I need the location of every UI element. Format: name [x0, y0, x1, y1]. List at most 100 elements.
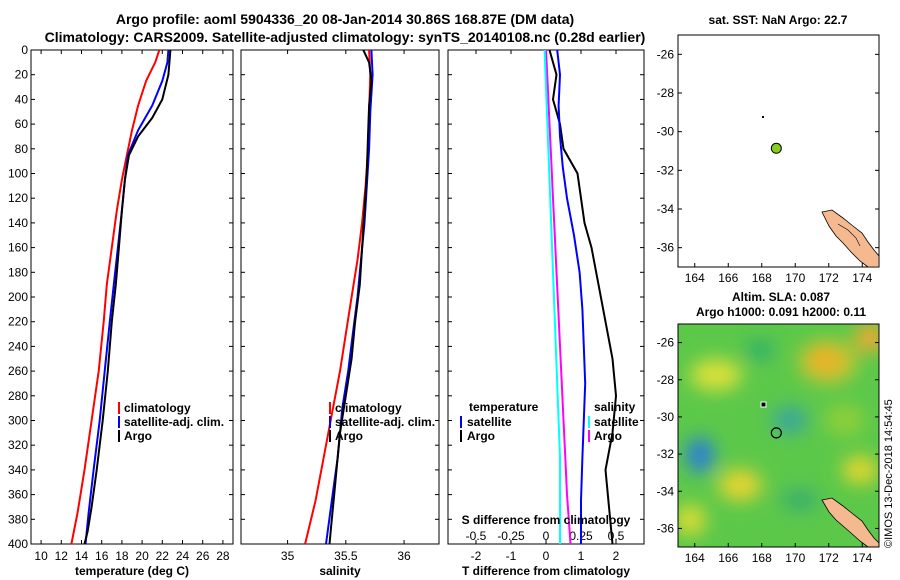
series-t-satellite [545, 50, 572, 544]
difference-axes-frame [447, 49, 645, 545]
sla-high-blob [690, 359, 742, 391]
y-tick-label: 360 [8, 488, 28, 502]
y-tick-label: -26 [657, 47, 675, 61]
s-tick-label: 0 [543, 529, 550, 543]
sla-map-title-line2: Argo h1000: 0.091 h2000: 0.11 [696, 305, 866, 319]
temperature-ticks: 0 20 40 60 80 100 120 140 160 180 200 220 240 260 280 3… [8, 43, 233, 563]
sla-heatmap [678, 324, 879, 547]
x-tick-label: 164 [685, 551, 705, 565]
sst-map-title: sat. SST: NaN Argo: 22.7 [709, 13, 848, 27]
y-tick-label: 320 [8, 438, 28, 452]
x-tick-label: 36 [397, 549, 411, 563]
legend-satellite-adj: satellite-adj. clim. [124, 415, 224, 429]
s-tick-label: -0.5 [466, 529, 487, 543]
y-tick-label: -34 [657, 202, 675, 216]
series-climatology [70, 50, 161, 544]
y-tick-label: 100 [8, 167, 28, 181]
x-tick-label: 164 [685, 271, 705, 285]
australia-coast-shape [821, 209, 879, 267]
x-tick-label: 35 [281, 549, 295, 563]
y-tick-label: 0 [21, 43, 28, 57]
x-tick-label: 0 [543, 549, 550, 563]
legend-s-argo: Argo [594, 429, 622, 443]
x-tick-label: 22 [156, 549, 170, 563]
series-argo [83, 50, 172, 544]
difference-series-layer [543, 50, 618, 544]
sla-low-blob [686, 437, 714, 473]
y-tick-label: 260 [8, 364, 28, 378]
argo-position-marker [770, 427, 782, 439]
sst-map-coast [821, 209, 879, 267]
temperature-legend: climatology satellite-adj. clim. Argo [118, 401, 224, 443]
x-tick-label: 28 [216, 549, 230, 563]
x-tick-label: 172 [819, 551, 839, 565]
legend-argo: Argo [335, 429, 363, 443]
salinity-series-layer [304, 50, 374, 544]
series-s-argo [556, 50, 587, 544]
s-tick-label: -0.25 [497, 529, 525, 543]
x-tick-label: 174 [852, 551, 872, 565]
sla-high-blob [718, 469, 762, 501]
temperature-series-layer [70, 50, 172, 544]
y-tick-label: 220 [8, 315, 28, 329]
difference-xlabel: T difference from climatology [462, 564, 630, 578]
series-s-satellite [543, 50, 561, 544]
x-tick-label: 1 [578, 549, 585, 563]
difference-ticks: -2 -1 0 1 2-0.5 -0.25 0 0.25 0.5 [448, 49, 644, 563]
legend-s-satellite: satellite [594, 415, 639, 429]
sla-map-small-marker [760, 401, 767, 408]
legend-t-satellite: satellite [467, 415, 512, 429]
legend-climatology: climatology [124, 401, 191, 415]
s-tick-label: 0.5 [608, 529, 625, 543]
y-tick-label: 380 [8, 512, 28, 526]
y-tick-label: -28 [657, 373, 675, 387]
y-tick-label: -28 [657, 86, 675, 100]
y-tick-label: 180 [8, 265, 28, 279]
legend-t-argo: Argo [467, 429, 495, 443]
sla-mid-blob [746, 340, 774, 360]
sla-anomaly-blobs [678, 324, 879, 536]
legend-argo: Argo [124, 429, 152, 443]
x-tick-label: 170 [785, 551, 805, 565]
y-tick-label: -32 [657, 447, 675, 461]
y-tick-label: 40 [15, 92, 29, 106]
figure-title-line1: Argo profile: aoml 5904336_20 08-Jan-201… [116, 11, 574, 27]
x-tick-label: 20 [135, 549, 149, 563]
salinity-axes-frame [240, 49, 440, 545]
x-tick-label: 18 [115, 549, 129, 563]
legend-climatology: climatology [335, 401, 402, 415]
y-tick-label: 300 [8, 414, 28, 428]
series-argo [328, 50, 373, 544]
x-tick-label: 16 [95, 549, 109, 563]
y-tick-label: 80 [15, 142, 29, 156]
x-tick-label: 170 [785, 271, 805, 285]
x-tick-label: -2 [471, 549, 482, 563]
sla-high-blob [842, 456, 878, 484]
sla-low-blob [772, 406, 808, 434]
y-tick-label: -30 [657, 410, 675, 424]
sla-map-title-line1: Altim. SLA: 0.087 [732, 290, 830, 304]
sla-mid-blob [780, 488, 820, 512]
s-difference-xlabel: S difference from climatology [462, 513, 631, 527]
y-tick-label: 400 [8, 537, 28, 551]
y-tick-label: -32 [657, 163, 675, 177]
x-tick-label: 168 [752, 551, 772, 565]
sla-map-ticks: 164 166 168 170 172 174 -26 -28 -30 -32 -34 -36 [657, 336, 879, 565]
x-tick-label: -1 [506, 549, 517, 563]
x-tick-label: 2 [613, 549, 620, 563]
y-tick-label: 280 [8, 389, 28, 403]
australia-coast-shape [821, 497, 879, 547]
y-tick-label: -34 [657, 484, 675, 498]
x-tick-label: 166 [718, 271, 738, 285]
sla-high-halo [798, 340, 858, 384]
sst-map-small-marker [762, 116, 764, 118]
salinity-ticks: 35 35.5 36 [241, 49, 439, 563]
y-tick-label: 60 [15, 117, 29, 131]
x-tick-label: 166 [718, 551, 738, 565]
x-tick-label: 10 [34, 549, 48, 563]
x-tick-label: 172 [819, 271, 839, 285]
y-tick-label: 340 [8, 463, 28, 477]
sla-mid-blob [825, 404, 865, 436]
x-tick-label: 12 [55, 549, 69, 563]
